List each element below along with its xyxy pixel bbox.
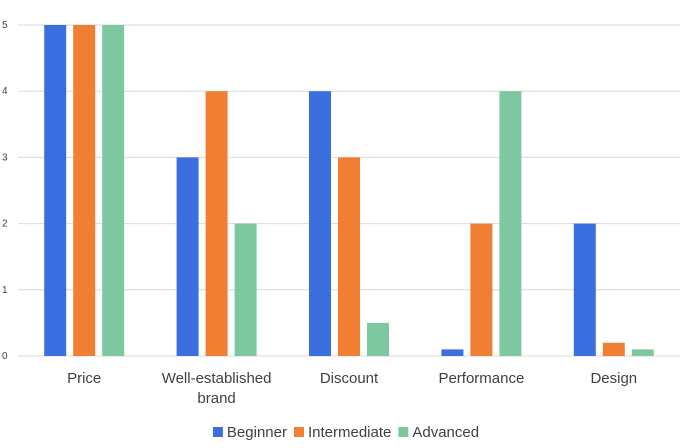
bar-intermediate [338, 157, 360, 356]
bar-advanced [499, 91, 522, 356]
bar-intermediate [602, 342, 625, 356]
y-tick-label: 3 [2, 152, 8, 163]
bar-beginner [309, 91, 331, 356]
x-category-label: Well-established brand [162, 370, 272, 407]
legend-label: Advanced [412, 424, 479, 441]
legend-swatch-intermediate [293, 427, 304, 437]
x-category-label: Price [67, 370, 101, 387]
bar-beginner [176, 157, 199, 356]
x-axis-categories: Price Well-established brand Discount Perfor… [67, 370, 637, 407]
bar-intermediate [470, 223, 493, 356]
y-tick-label: 2 [2, 219, 8, 230]
y-tick-label: 4 [2, 86, 8, 97]
x-category-label: Performance [438, 370, 524, 387]
bar-advanced [631, 349, 654, 356]
y-tick-label: 1 [2, 285, 8, 296]
bar-intermediate [205, 91, 228, 356]
bar-advanced [234, 223, 257, 356]
legend-swatch-advanced [398, 427, 409, 437]
y-tick-label: 0 [2, 351, 8, 362]
y-tick-label: 5 [2, 20, 8, 31]
bar-advanced [367, 322, 389, 356]
legend-label: Beginner [227, 424, 287, 441]
bar-beginner [573, 223, 596, 356]
legend: Beginner Intermediate Advanced [212, 424, 479, 441]
x-category-label: Design [590, 370, 637, 387]
bar-intermediate [73, 25, 96, 356]
bar-beginner [441, 349, 464, 356]
legend-swatch-beginner [212, 427, 223, 437]
bar-advanced [102, 25, 125, 356]
y-axis-ticks: 0 1 2 3 4 5 [2, 20, 8, 362]
x-category-label: Discount [320, 370, 379, 387]
bar-beginner [44, 25, 67, 356]
bars [44, 25, 654, 356]
legend-label: Intermediate [308, 424, 391, 441]
